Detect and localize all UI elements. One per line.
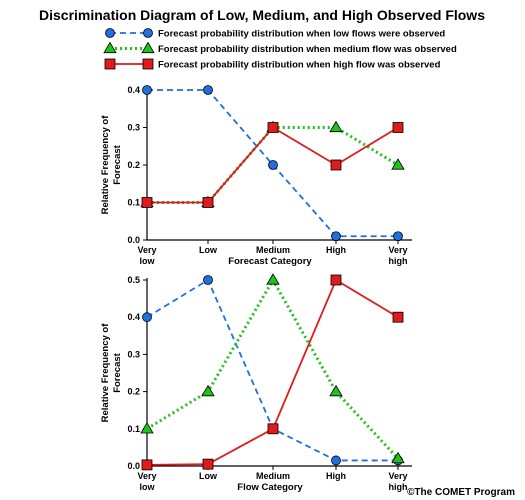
data-point: 0.2 xyxy=(329,384,343,397)
x-tick-label: Medium xyxy=(256,245,290,255)
legend: Forecast probability distribution when l… xyxy=(103,28,457,71)
legend-marker-triangle xyxy=(141,41,155,54)
data-point: 0.3 xyxy=(267,122,279,133)
y-tick-label: 0.2 xyxy=(127,387,140,397)
data-point: 0.5 xyxy=(203,275,213,285)
y-tick-label: 0.5 xyxy=(127,275,140,285)
data-point: 0.003 xyxy=(141,459,153,471)
data-point: 0.01 xyxy=(393,231,403,242)
y-tick-label: 0.1 xyxy=(127,198,140,208)
legend-marker-square xyxy=(104,58,116,70)
legend-marker-circle xyxy=(143,28,153,38)
x-tick-label: Low xyxy=(199,471,218,481)
legend-label-0: Forecast probability distribution when l… xyxy=(158,29,445,40)
legend-marker-triangle xyxy=(103,41,117,54)
series-circle-dashed: 0.40.50.10.0150.015 xyxy=(142,275,403,466)
data-point: 0.3 xyxy=(392,122,404,133)
data-point: 0.01 xyxy=(331,231,341,242)
data-point: 0.015 xyxy=(331,455,341,466)
bottom-panel: 0.0 0.1 0.2 0.3 0.4 0.5 Very low Low Medium High Ve… xyxy=(100,273,412,493)
data-point: 0.1 xyxy=(141,197,153,208)
x-tick-label: High xyxy=(326,471,346,481)
data-point: 0.1 xyxy=(140,422,154,434)
data-point: 0.4 xyxy=(203,85,213,95)
y-tick-label: 0.0 xyxy=(127,461,140,471)
legend-marker-circle xyxy=(105,28,115,38)
series-circle-dashed: 0.4 0.4 0.2 0.01 0.01 xyxy=(142,85,403,242)
data-point: 0.4 xyxy=(392,311,404,323)
x-tick-label: Very high xyxy=(388,471,407,492)
series-square-solid: 0.003 0.005 0.1 0.5 0.4 xyxy=(141,274,404,471)
data-point: 0.005 xyxy=(202,458,214,470)
y-tick-label: 0.1 xyxy=(127,424,140,434)
legend-entry-0: Forecast probability distribution when l… xyxy=(105,28,445,40)
top-panel: 0.0 0.1 0.2 0.3 0.4 Very low Low Medium High Very h… xyxy=(100,85,412,267)
legend-entry-2: Forecast probability distribution when h… xyxy=(104,58,441,71)
x-tick-label: Very low xyxy=(137,245,156,266)
data-point: 0.1 xyxy=(202,197,214,208)
x-tick-label: High xyxy=(326,245,346,255)
y-axis-label: Relative Frequency ofForecast xyxy=(100,323,123,423)
data-point: 0.5 xyxy=(266,273,280,285)
data-point: 0.2 xyxy=(391,158,405,170)
x-tick-label: Medium xyxy=(256,471,290,481)
x-tick-label: Very high xyxy=(388,245,407,266)
chart-title: Discrimination Diagram of Low, Medium, a… xyxy=(39,7,485,23)
series-square-solid: 0.1 0.1 0.3 0.2 0.3 xyxy=(141,122,404,208)
data-point: 0.1 xyxy=(267,423,279,435)
y-tick-label: 0.2 xyxy=(127,160,140,170)
series-line xyxy=(146,278,399,466)
data-point: 0.4 xyxy=(142,85,152,95)
x-tick-label: Very low xyxy=(137,471,156,492)
y-tick-label: 0.0 xyxy=(127,235,140,245)
y-tick-label: 0.4 xyxy=(127,312,140,322)
data-point: 0.5 xyxy=(330,274,342,286)
legend-label-1: Forecast probability distribution when m… xyxy=(158,44,457,55)
y-tick-label: 0.3 xyxy=(127,123,140,133)
data-point: 0.3 xyxy=(329,120,343,133)
x-axis-label: Flow Category xyxy=(237,482,303,493)
x-axis-label: Forecast Category xyxy=(228,256,312,267)
x-tick-label: Low xyxy=(199,245,218,255)
data-point: 0.2 xyxy=(330,159,342,171)
y-tick-label: 0.4 xyxy=(127,85,140,95)
data-point: 0.2 xyxy=(268,160,278,170)
data-point: 0.02 xyxy=(391,451,405,464)
credit-text: ©The COMET Program xyxy=(407,487,515,498)
legend-entry-1: Forecast probability distribution when m… xyxy=(103,41,457,55)
y-tick-label: 0.3 xyxy=(127,349,140,359)
data-point: 0.2 xyxy=(201,384,215,397)
data-point: 0.4 xyxy=(142,312,152,323)
series-triangle-dotted: 0.1 0.2 0.5 0.2 0.02 xyxy=(140,273,405,464)
legend-marker-square xyxy=(142,58,154,70)
legend-label-2: Forecast probability distribution when h… xyxy=(158,60,441,71)
y-axis-label: Relative Frequency ofForecast xyxy=(100,115,123,215)
